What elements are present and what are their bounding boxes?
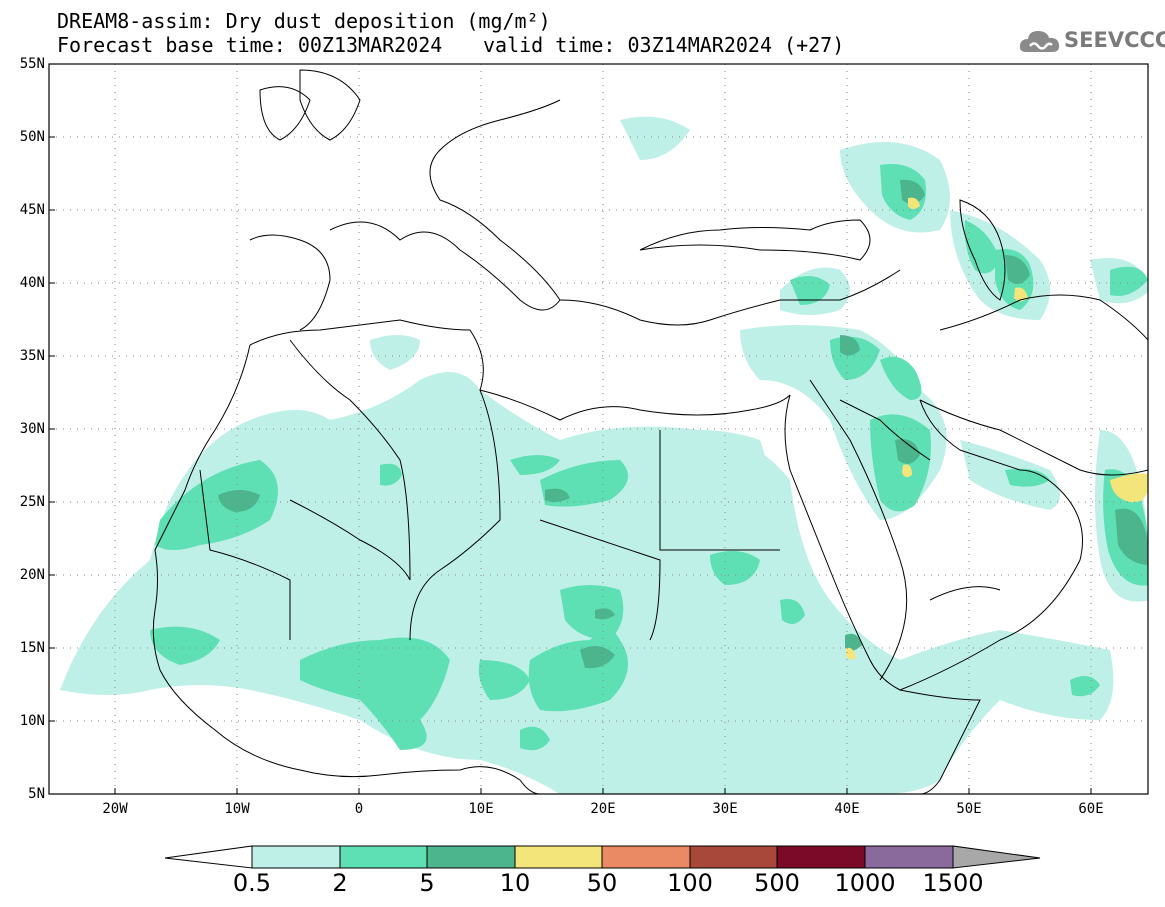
lon-label: 20E <box>590 801 616 817</box>
lon-label: 40E <box>834 801 860 817</box>
colorbar-bin-6 <box>776 845 866 869</box>
lat-label: 25N <box>19 494 45 510</box>
colorbar-label: 2 <box>332 869 348 897</box>
colorbar-label: 100 <box>667 869 713 897</box>
lon-label: 20W <box>102 801 128 817</box>
lat-label: 20N <box>19 567 45 583</box>
lon-label: 10E <box>468 801 494 817</box>
lat-label: 50N <box>19 129 45 145</box>
colorbar-bin-3 <box>514 845 603 869</box>
valid-time: valid time: 03Z14MAR2024 (+27) <box>483 33 845 57</box>
colorbar-label: 50 <box>586 869 618 897</box>
coastlines <box>152 69 1148 794</box>
field-level-5 <box>218 179 1148 669</box>
lat-label: 30N <box>19 421 45 437</box>
lat-label: 40N <box>19 275 45 291</box>
lon-label: 0 <box>354 801 364 817</box>
colorbar-bin-5 <box>689 845 778 869</box>
lat-label: 35N <box>19 348 45 364</box>
cloud-icon <box>1019 31 1060 52</box>
colorbar-arrow-low <box>164 845 253 869</box>
colorbar-label: 10 <box>499 869 531 897</box>
lat-label: 15N <box>19 640 45 656</box>
lon-label: 30E <box>712 801 738 817</box>
colorbar-bin-0 <box>251 845 341 869</box>
axis-ticks <box>49 63 1092 794</box>
lon-label: 10W <box>224 801 250 817</box>
logo-text: SEEVCCC <box>1064 28 1165 52</box>
colorbar-bin-4 <box>601 845 691 869</box>
colorbar-label: 500 <box>754 869 800 897</box>
seevccc-logo: SEEVCCC <box>1018 24 1165 60</box>
forecast-base-time: Forecast base time: 00Z13MAR2024 <box>57 33 443 57</box>
colorbar-bin-2 <box>426 845 516 869</box>
field-level-10 <box>846 197 1148 660</box>
colorbar <box>164 845 1041 869</box>
lat-label: 5N <box>28 786 45 802</box>
colorbar-label: 0.5 <box>232 869 272 897</box>
colorbar-label: 5 <box>419 869 435 897</box>
lat-label: 45N <box>19 202 45 218</box>
dust-fields <box>60 116 1148 794</box>
colorbar-arrow-high <box>952 845 1041 869</box>
graticule <box>49 64 1148 794</box>
lon-label: 50E <box>956 801 982 817</box>
colorbar-label: 1000 <box>834 869 896 897</box>
colorbar-bin-7 <box>864 845 954 869</box>
colorbar-label: 1500 <box>922 869 984 897</box>
map-title: DREAM8-assim: Dry dust deposition (mg/m²… <box>57 9 551 33</box>
lat-label: 55N <box>19 56 45 72</box>
lat-label: 10N <box>19 713 45 729</box>
lon-label: 60E <box>1078 801 1104 817</box>
colorbar-bin-1 <box>339 845 428 869</box>
